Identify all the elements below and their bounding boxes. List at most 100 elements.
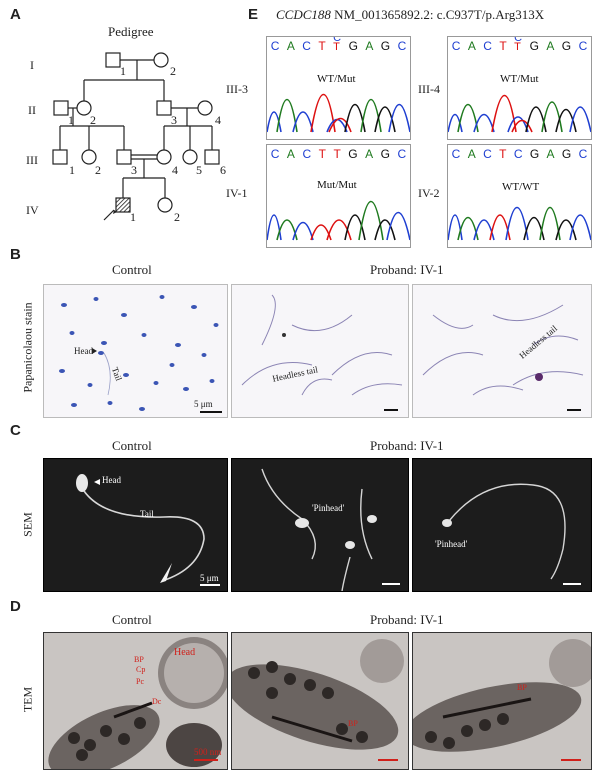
annotation-dc: Dc	[152, 697, 162, 706]
genotype-label: Mut/Mut	[317, 179, 357, 191]
individual-number: 1	[68, 113, 74, 127]
base: T	[499, 39, 507, 53]
individual-number: 4	[172, 163, 178, 177]
panel-label-b: B	[10, 246, 21, 263]
trace-plot	[267, 94, 410, 133]
individual-number: 3	[131, 163, 137, 177]
heterozygous-base: C T	[514, 36, 523, 53]
scale-bar	[384, 409, 398, 411]
micrograph	[48, 637, 227, 769]
base: C	[451, 39, 461, 53]
base: G	[380, 39, 391, 53]
base: C	[483, 39, 492, 53]
base: G	[561, 39, 572, 53]
panel-label-e: E	[248, 6, 259, 23]
micrograph	[76, 474, 205, 583]
variant-name: NM_001365892.2: c.C937T/p.Arg313X	[334, 7, 545, 22]
individual-number: 3	[171, 113, 177, 127]
micrograph	[442, 483, 566, 580]
trace-plot	[448, 95, 591, 133]
base: T	[318, 39, 326, 53]
individual-number: 1	[120, 64, 126, 78]
base: C	[451, 147, 461, 161]
base: C	[513, 147, 523, 161]
scale-bar	[194, 759, 218, 761]
gene-name: CCDC188	[276, 7, 331, 22]
annotation-cp: Cp	[136, 665, 146, 674]
base: G	[561, 147, 572, 161]
column-header-control: Control	[112, 262, 152, 277]
chromatogram: C A C T C T G A G C WT/Mut	[447, 36, 592, 140]
base: C	[302, 147, 312, 161]
sample-label: III-4	[418, 82, 440, 96]
base: C	[302, 39, 311, 53]
annotation-head: Head	[174, 647, 196, 658]
annotation-bp: BP	[517, 683, 527, 692]
base: C	[578, 39, 588, 53]
individual-number: 2	[95, 163, 101, 177]
scale-bar	[567, 409, 581, 411]
column-header-proband: Proband: IV-1	[370, 438, 444, 453]
panel-label-d: D	[10, 598, 21, 615]
scale-bar-label: 5 μm	[200, 573, 219, 583]
micrograph	[232, 639, 404, 750]
pap-proband-image-1: Headless tail	[231, 284, 409, 418]
annotation-pc: Pc	[136, 677, 144, 686]
scale-bar-label: 500 nm	[194, 747, 222, 757]
generation-label: II	[28, 103, 36, 117]
trace-plot	[267, 201, 410, 241]
pedigree-chart	[52, 52, 220, 221]
base: A	[467, 39, 476, 53]
individual-number: 6	[220, 163, 226, 177]
trace-plot	[448, 206, 591, 241]
annotation-pinhead: 'Pinhead'	[435, 539, 468, 549]
micrograph	[241, 294, 403, 396]
base: C	[578, 147, 588, 161]
micrograph	[413, 639, 591, 752]
micrograph	[422, 304, 584, 396]
sequence-row: C A C T C T G A G C	[448, 36, 591, 53]
generation-label: I	[30, 58, 34, 72]
base: C	[483, 147, 492, 161]
sem-control-image: Head Tail 5 μm	[43, 458, 228, 592]
genotype-label: WT/Mut	[317, 73, 356, 85]
genotype-label: WT/WT	[502, 181, 540, 193]
annotation-bp: BP	[348, 719, 358, 728]
chromatogram: C A C T C G A G C WT/WT	[447, 144, 592, 248]
base: T	[333, 147, 341, 161]
generation-label: III	[26, 153, 38, 167]
individual-number: 1	[130, 210, 136, 224]
scale-bar	[200, 584, 220, 586]
pap-proband-image-2: Headless tail	[412, 284, 592, 418]
individual-number: 2	[90, 113, 96, 127]
heterozygous-base: C T	[333, 36, 342, 53]
panel-label-c: C	[10, 422, 21, 439]
sequence-row: C A C T C T G A G C	[267, 36, 410, 53]
sem-proband-image-2: 'Pinhead'	[412, 458, 592, 592]
base: A	[286, 39, 295, 53]
proband-symbol	[115, 197, 131, 213]
individual-number: 4	[215, 113, 221, 127]
sem-proband-image-1: 'Pinhead'	[231, 458, 409, 592]
sequence-row: C A C T C G A G C	[448, 147, 591, 161]
micrograph	[261, 468, 377, 591]
scale-bar	[382, 583, 400, 585]
variant-header: CCDC188 NM_001365892.2: c.C937T/p.Arg313…	[276, 7, 544, 23]
individual-number: 1	[69, 163, 75, 177]
base: G	[348, 39, 358, 53]
column-header-control: Control	[112, 612, 152, 627]
base: G	[529, 147, 540, 161]
individual-number: 2	[174, 210, 180, 224]
generation-label: IV	[26, 203, 39, 217]
tem-control-image: Head BP Cp Pc Dc 500 nm	[43, 632, 228, 770]
base: A	[467, 147, 476, 161]
panel-label-a: A	[10, 6, 21, 23]
base: G	[348, 147, 358, 161]
scale-bar-label: 5 μm	[194, 399, 213, 409]
sequence-row: C A C T T G A G C	[267, 147, 410, 161]
chromatogram: C A C T T G A G C Mut/Mut	[266, 144, 411, 248]
annotation-pinhead: 'Pinhead'	[312, 503, 345, 513]
micrograph	[59, 295, 219, 411]
scale-bar	[561, 759, 581, 761]
base: T	[318, 147, 326, 161]
